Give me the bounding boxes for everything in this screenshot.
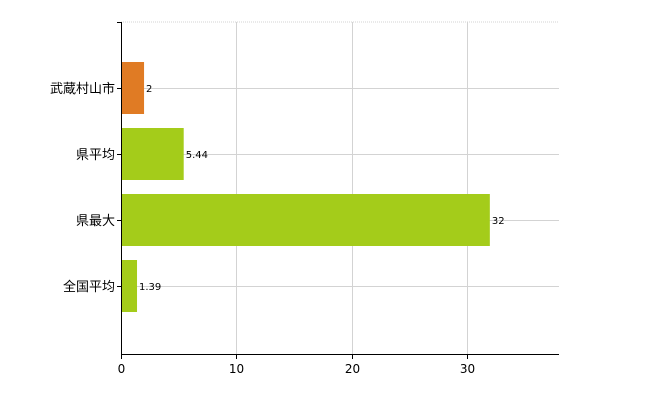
axis-layer	[117, 22, 559, 359]
x-tick-label: 0	[118, 362, 126, 376]
bar	[122, 62, 145, 114]
category-label: 県最大	[76, 214, 115, 229]
data-label: 32	[492, 216, 505, 227]
x-tick-label: 20	[345, 362, 360, 376]
bars-layer	[122, 62, 490, 312]
data-label: 5.44	[186, 150, 208, 161]
grid-layer	[121, 21, 559, 354]
data-label: 2	[146, 84, 152, 95]
bar	[122, 194, 490, 246]
x-tick-label: 10	[229, 362, 244, 376]
category-label: 武蔵村山市	[50, 81, 115, 97]
x-tick-label: 30	[460, 362, 475, 376]
data-label: 1.39	[139, 282, 161, 293]
bar	[122, 128, 184, 180]
category-label: 全国平均	[63, 279, 115, 295]
category-label: 県平均	[76, 148, 115, 163]
bar	[122, 260, 138, 312]
